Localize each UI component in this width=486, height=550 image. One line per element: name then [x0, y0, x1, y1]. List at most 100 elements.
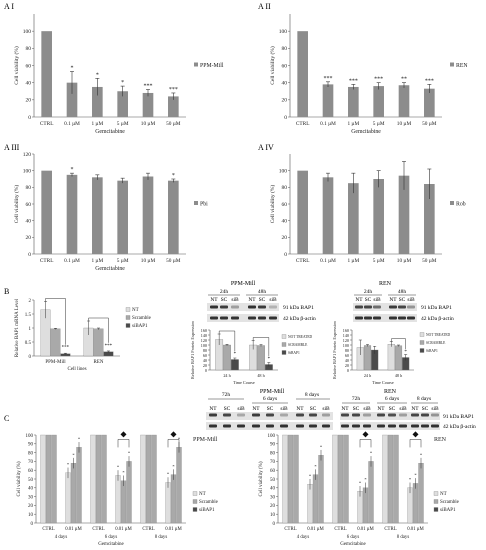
actin-band: [398, 316, 406, 320]
y-tick-label: 40: [270, 487, 276, 492]
legend-label: Scramble: [440, 500, 460, 505]
legend-label: NT: [440, 492, 447, 497]
bar: [90, 434, 96, 524]
blot-ppm-sc-1: SC: [221, 297, 228, 303]
x-tick-label: 0.1 µM: [320, 258, 336, 264]
blot-ppm2-sc-2: SC: [267, 406, 274, 412]
blot-ren-actin-label: 42 kDa β-actin: [421, 316, 454, 322]
bar: [50, 328, 61, 357]
chart-tag: REN: [434, 437, 447, 443]
bap1-band: [355, 305, 363, 309]
y-tick-label: 80: [345, 348, 349, 353]
x-tick-label: 1 µM: [347, 258, 359, 264]
x-tick-label: 0.1 µM: [320, 121, 336, 127]
bar: [287, 434, 294, 524]
x-tick-label: CTRL: [92, 527, 104, 532]
x-axis-label: Time Course: [233, 380, 255, 385]
y-tick-label: 100: [343, 343, 349, 348]
legend-swatch: [194, 62, 198, 67]
blot-ren2-bap1-label: 91 kDa BAP1: [443, 414, 474, 420]
y-tick-label: 100: [268, 434, 276, 439]
blot-ppm-bap1-strip: [207, 303, 279, 311]
bar: [176, 447, 182, 524]
blot-ren2-6d: 6 days: [385, 396, 399, 402]
x-tick-label: 5 µM: [373, 121, 385, 127]
y-tick-label: 160: [343, 328, 349, 333]
bar: [297, 31, 308, 118]
y-tick-label: 20: [26, 235, 32, 241]
bar: [117, 180, 128, 254]
y-tick-label: 40: [282, 80, 288, 86]
bar: [373, 179, 384, 254]
bap1-band: [421, 413, 429, 417]
x-axis-label: Gemcitabine: [95, 129, 125, 135]
actin-band: [237, 424, 245, 428]
group-label: 6 days: [347, 535, 360, 540]
x-tick-label: 0.1 µM: [64, 258, 80, 264]
x-tick-label: 0.01 µM: [165, 527, 182, 532]
significance-mark: *: [268, 357, 271, 362]
x-axis-label: Cell lines: [67, 367, 86, 372]
blot-ppm-sib-1: siB: [231, 297, 239, 303]
y-axis-label: Relative BAP1 Protein Expression: [190, 320, 195, 379]
bap1-band: [389, 305, 397, 309]
legend-swatch: [125, 323, 131, 328]
significance-mark: *: [121, 80, 124, 86]
blot-ppm-sib-2: siB: [269, 297, 277, 303]
bar: [312, 474, 319, 524]
y-tick-label: 40: [282, 218, 288, 224]
x-axis-label: Gemcitabine: [340, 542, 366, 547]
x-tick-label: 48 h: [395, 373, 403, 378]
y-tick-label: 0: [273, 522, 276, 527]
blot-ren2-sib-3: siB: [431, 406, 439, 412]
y-tick-label: 40: [26, 218, 32, 224]
chart-tag: PPM-Mill: [193, 437, 218, 443]
significance-mark: *: [359, 481, 362, 486]
x-tick-label: 0.01 µM: [65, 527, 82, 532]
y-tick-label: 20: [203, 363, 207, 368]
blot-ren2-sib-1: siB: [363, 406, 371, 412]
y-tick-label: 140: [201, 333, 207, 338]
significance-mark: ***: [62, 346, 70, 351]
diamond-marker: [362, 431, 369, 438]
bap1-band: [431, 413, 439, 417]
y-tick-label: 70: [28, 460, 34, 465]
blot-ren-sc-1: SC: [365, 297, 372, 303]
chart-AIV: 0 20 40 60 80 100 Cell viability (%) CTRL 0.1 µM…: [269, 154, 466, 264]
y-tick-label: 40: [203, 358, 207, 363]
blot-ppm-bap1-label: 91 kDa BAP1: [283, 305, 314, 311]
actin-band: [407, 316, 415, 320]
blot-ppm-actin-label: 42 kDa β-actin: [283, 316, 316, 322]
x-tick-label: 1 µM: [91, 121, 103, 127]
blot-ren2-nt-3: NT: [411, 406, 419, 412]
y-tick-label: 80: [270, 451, 276, 456]
blot-ppm2-sc-3: SC: [310, 406, 317, 412]
bar: [45, 434, 52, 524]
y-tick-label: 50: [270, 478, 276, 483]
legend-label: PPM-Mill: [200, 63, 224, 69]
y-axis-label: Cell viability (%): [17, 461, 22, 496]
bap1-band: [258, 305, 266, 309]
bap1-band: [220, 305, 228, 309]
y-tick-label: 0.5: [25, 341, 32, 346]
legend-swatch: [419, 348, 425, 353]
blot-ren-long: REN 72h 6 days 8 days NT SC siB NT SC si…: [340, 389, 476, 430]
x-tick-label: 50 µM: [422, 258, 437, 264]
y-tick-label: 80: [282, 46, 288, 52]
significance-mark: *: [172, 173, 175, 179]
bar: [424, 88, 435, 117]
y-tick-label: 100: [23, 29, 32, 35]
actin-band: [309, 424, 317, 428]
y-axis-label: Cell viability (%): [269, 185, 276, 224]
x-tick-label: 0.01 µM: [307, 527, 324, 532]
actin-band: [431, 424, 439, 428]
bap1-band: [210, 305, 218, 309]
significance-mark: *: [72, 452, 75, 457]
bar: [348, 86, 359, 117]
x-tick-label: 10 µM: [141, 258, 156, 264]
legend-swatch: [450, 201, 454, 205]
bar: [117, 91, 128, 117]
x-tick-label: 0.1 µM: [64, 121, 80, 127]
